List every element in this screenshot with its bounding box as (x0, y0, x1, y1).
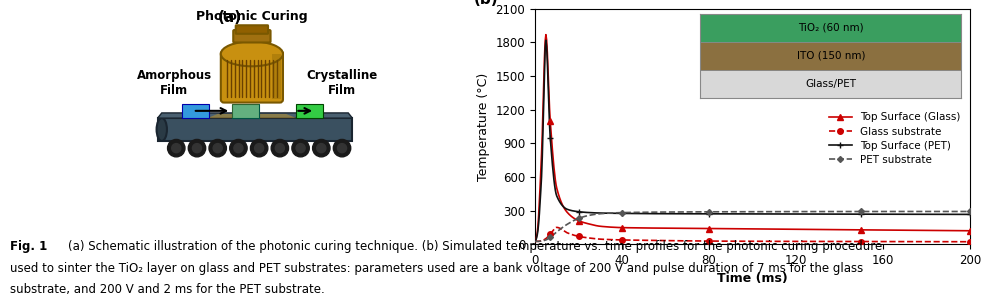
Polygon shape (272, 54, 281, 99)
Circle shape (292, 139, 309, 157)
Circle shape (192, 144, 202, 153)
Text: (a): (a) (218, 10, 242, 25)
Circle shape (172, 144, 181, 153)
FancyBboxPatch shape (236, 25, 268, 34)
X-axis label: Time (ms): Time (ms) (717, 273, 788, 285)
Circle shape (188, 139, 206, 157)
Text: Amorphous
Film: Amorphous Film (137, 69, 212, 97)
Y-axis label: Temperature (°C): Temperature (°C) (477, 73, 490, 181)
Ellipse shape (157, 118, 167, 141)
Polygon shape (158, 118, 352, 141)
Text: used to sinter the TiO₂ layer on glass and PET substrates: parameters used are a: used to sinter the TiO₂ layer on glass a… (10, 262, 863, 275)
FancyBboxPatch shape (232, 104, 259, 118)
FancyBboxPatch shape (182, 104, 209, 118)
Text: Crystalline
Film: Crystalline Film (306, 69, 378, 97)
Circle shape (230, 139, 247, 157)
Text: substrate, and 200 V and 2 ms for the PET substrate.: substrate, and 200 V and 2 ms for the PE… (10, 283, 325, 296)
Circle shape (296, 144, 305, 153)
FancyBboxPatch shape (232, 104, 259, 118)
Text: (a) Schematic illustration of the photonic curing technique. (b) Simulated tempe: (a) Schematic illustration of the photon… (68, 240, 882, 253)
Circle shape (337, 144, 347, 153)
Text: Photonic Curing: Photonic Curing (196, 10, 308, 23)
FancyBboxPatch shape (233, 30, 271, 42)
Text: Fig. 1: Fig. 1 (10, 240, 47, 253)
Circle shape (275, 144, 284, 153)
Circle shape (313, 139, 330, 157)
Circle shape (213, 144, 222, 153)
Circle shape (333, 139, 351, 157)
Circle shape (255, 144, 264, 153)
Polygon shape (207, 114, 296, 118)
Circle shape (317, 144, 326, 153)
Circle shape (234, 144, 243, 153)
Circle shape (271, 139, 289, 157)
Circle shape (209, 139, 226, 157)
Circle shape (250, 139, 268, 157)
Polygon shape (158, 113, 352, 118)
FancyBboxPatch shape (221, 51, 283, 103)
Text: (b): (b) (474, 0, 499, 7)
Legend: Top Surface (Glass), Glass substrate, Top Surface (PET), PET substrate: Top Surface (Glass), Glass substrate, To… (825, 108, 965, 169)
FancyBboxPatch shape (296, 104, 323, 118)
Ellipse shape (221, 41, 283, 66)
Circle shape (168, 139, 185, 157)
